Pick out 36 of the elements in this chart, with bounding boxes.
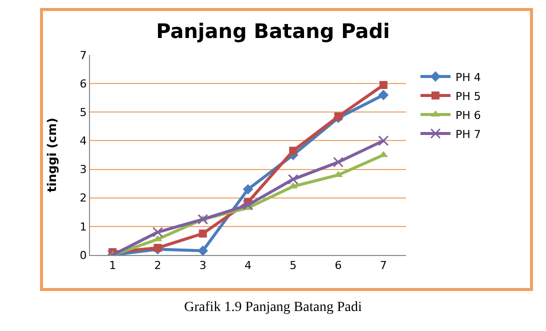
x-tick-label: 6 [334,259,342,272]
y-axis-title: tinggi (cm) [45,118,59,192]
y-tick-label: 5 [80,106,87,119]
point [378,135,389,146]
y-tick-label: 6 [80,77,87,90]
point [198,214,208,225]
point [242,184,254,194]
point [242,200,254,210]
x-tick-label: 4 [244,259,252,272]
x-tick-label: 5 [290,259,297,272]
chart-title: Panjang Batang Padi [156,19,390,43]
point [333,156,344,168]
y-tick-label: 4 [80,134,87,148]
x-tick-label: 3 [199,259,206,272]
point [198,230,207,238]
point [152,226,163,238]
legend-label: PH 7 [455,128,481,141]
legend-label: PH 5 [455,90,481,103]
y-tick-label: 1 [80,220,87,234]
x-tick-label: 7 [380,259,387,272]
point [378,90,389,100]
y-tick-label: 0 [80,248,87,262]
x-tick-label: 2 [154,259,162,272]
text: Grafik 1.9 Panjang Batang Padi [183,300,363,316]
x-tick-label: 1 [109,259,116,272]
y-tick-label: 2 [80,192,87,205]
point [334,112,342,120]
y-tick-label: 7 [80,48,87,62]
point [379,81,388,89]
point [198,246,208,255]
point [289,146,298,155]
legend-label: PH 6 [455,108,481,122]
point [288,174,298,185]
legend-label: PH 4 [455,70,481,84]
y-tick-label: 3 [80,163,87,176]
point [154,244,162,252]
